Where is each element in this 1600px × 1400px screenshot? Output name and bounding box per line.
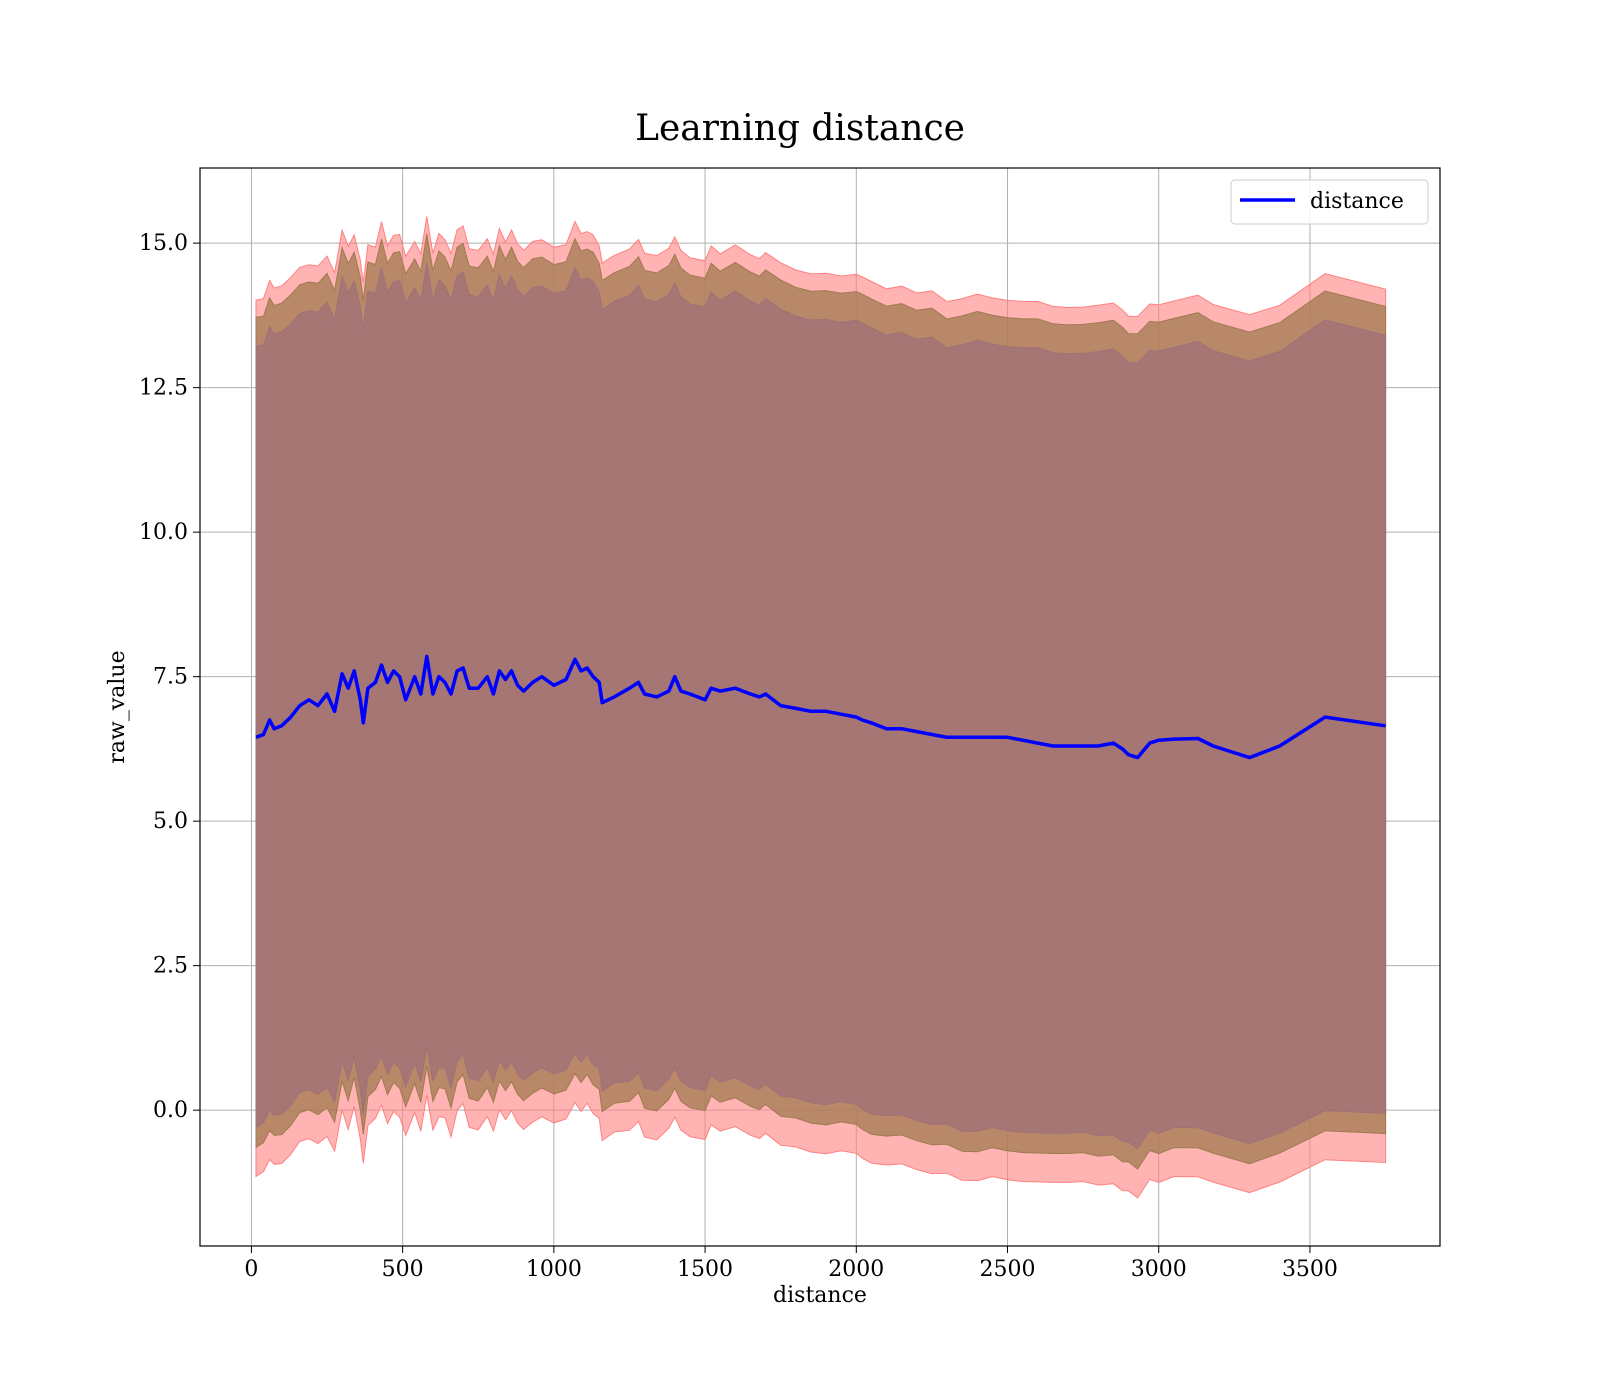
chart-title: Learning distance xyxy=(635,108,965,149)
y-axis-ticks: 0.0 2.5 5.0 7.5 10.0 12.5 15.0 xyxy=(139,231,200,1123)
y-tick-label: 5.0 xyxy=(153,809,188,834)
x-tick-label: 0 xyxy=(244,1257,258,1282)
series-line-distance xyxy=(255,654,1386,760)
y-tick-label: 15.0 xyxy=(139,231,188,256)
x-axis-label: distance xyxy=(773,1283,867,1308)
x-tick-label: 3500 xyxy=(1282,1257,1338,1282)
y-tick-label: 2.5 xyxy=(153,954,188,979)
plot-area xyxy=(200,168,1440,1246)
x-tick-label: 1000 xyxy=(526,1257,582,1282)
x-tick-label: 2500 xyxy=(980,1257,1036,1282)
x-tick-label: 500 xyxy=(382,1257,424,1282)
y-tick-label: 7.5 xyxy=(153,665,188,690)
y-tick-label: 12.5 xyxy=(139,376,188,401)
confidence-bands xyxy=(255,216,1387,1199)
line-series xyxy=(255,654,1386,760)
legend-label-distance: distance xyxy=(1310,189,1404,214)
axes-frame xyxy=(199,167,1441,1247)
band-inner xyxy=(255,262,1387,1150)
x-tick-label: 3000 xyxy=(1131,1257,1187,1282)
y-tick-label: 10.0 xyxy=(139,520,188,545)
x-axis-ticks: 0 500 1000 1500 2000 2500 3000 3500 xyxy=(244,1246,1338,1282)
y-tick-label: 0.0 xyxy=(153,1098,188,1123)
legend: distance xyxy=(1230,179,1429,225)
y-axis-label: raw_value xyxy=(105,650,130,763)
legend-box xyxy=(1230,179,1429,225)
x-tick-label: 1500 xyxy=(677,1257,733,1282)
x-tick-label: 2000 xyxy=(828,1257,884,1282)
